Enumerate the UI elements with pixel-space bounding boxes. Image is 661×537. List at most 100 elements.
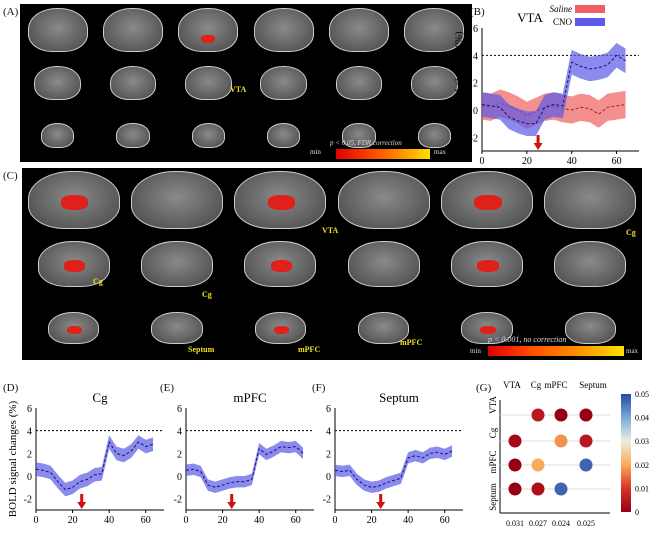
correlation-dot	[531, 408, 545, 422]
correlation-dot	[579, 408, 593, 422]
activation-blob	[66, 325, 83, 334]
brain-slice	[151, 311, 203, 345]
mean-line-cno	[481, 54, 626, 125]
roi-label-c: Septum	[188, 345, 215, 354]
roi-label-c: Cg	[202, 290, 212, 299]
y-tick-label: 0	[473, 106, 478, 117]
panel-label-c: (C)	[3, 170, 18, 182]
brain-slice	[404, 8, 465, 53]
roi-label-c: mPFC	[400, 338, 423, 347]
activation-blob	[480, 325, 496, 334]
x-tick-label: 40	[403, 515, 413, 526]
y-tick-label: 0	[27, 472, 32, 483]
brain-slice	[554, 241, 627, 287]
brain-slice	[417, 123, 452, 148]
injection-arrow-icon	[376, 494, 386, 509]
y-tick-label: 2	[27, 449, 32, 460]
y-tick-label: 2	[473, 79, 478, 90]
brain-slice	[342, 123, 376, 148]
mean-line-cno	[35, 440, 154, 491]
panel-label-e: (E)	[160, 382, 175, 394]
bottom-label: 0.024	[552, 519, 570, 528]
x-tick-label: 40	[567, 156, 577, 167]
x-tick-label: 40	[254, 515, 264, 526]
chart-title: Cg	[92, 390, 108, 405]
brain-slice	[329, 8, 389, 53]
bottom-label: 0.025	[577, 519, 595, 528]
correlation-dot	[531, 482, 545, 496]
brain-slice	[37, 241, 110, 287]
brain-slice	[260, 65, 308, 101]
panel-label-a: (A)	[3, 6, 19, 18]
panel-label-g: (G)	[476, 382, 492, 394]
roi-label-c: VTA	[322, 226, 339, 235]
panel-label-d: (D)	[3, 382, 19, 394]
injection-arrow-icon	[227, 494, 237, 509]
brain-slice	[34, 65, 82, 101]
row-label: mPFC	[488, 450, 498, 473]
brain-slice	[337, 171, 430, 229]
y-tick-label: 4	[326, 427, 331, 438]
error-band-cno	[36, 435, 154, 497]
activation-blob	[60, 195, 89, 210]
x-tick-label: 20	[522, 156, 532, 167]
error-band-cno	[186, 440, 304, 493]
x-tick-label: 60	[291, 515, 301, 526]
y-tick-label: 4	[473, 51, 478, 62]
brain-slice	[335, 65, 383, 101]
correlation-dot	[508, 458, 522, 472]
colorbar-tick: 0.05	[635, 390, 649, 399]
brain-slice	[47, 311, 100, 345]
x-tick-label: 0	[34, 515, 39, 526]
y-tick-label: -2	[470, 133, 478, 144]
row-label: Septum	[488, 483, 498, 511]
brain-slice	[266, 123, 301, 148]
colorbar-tick: 0.03	[635, 437, 649, 446]
legend-label-cno: CNO	[553, 17, 573, 27]
colorbar-c	[488, 346, 624, 356]
brain-slice	[347, 241, 420, 287]
y-tick-label: 4	[27, 427, 32, 438]
roi-label-c: Cg	[93, 277, 103, 286]
y-tick-label: -2	[323, 495, 331, 506]
x-tick-label: 20	[68, 515, 78, 526]
y-tick-label: 6	[326, 404, 331, 415]
brain-slice	[461, 311, 513, 345]
correlation-dot	[508, 434, 522, 448]
correlation-dot	[554, 434, 568, 448]
colorbar-g	[621, 394, 631, 512]
cbar-max-a: max	[434, 148, 447, 156]
brain-slice	[254, 311, 307, 345]
chart-title: mPFC	[233, 390, 266, 405]
brain-slice	[564, 311, 617, 345]
y-tick-label: 6	[177, 404, 182, 415]
y-tick-label: 6	[27, 404, 32, 415]
col-label: Septum	[579, 380, 607, 390]
correlation-dot	[554, 482, 568, 496]
roi-label-c: mPFC	[298, 345, 321, 354]
colorbar-tick: 0.01	[635, 484, 649, 493]
bottom-label: 0.031	[506, 519, 524, 528]
activation-blob	[201, 35, 216, 44]
brain-slice	[178, 8, 239, 53]
y-tick-label: 4	[177, 427, 182, 438]
col-label: Cg	[531, 380, 542, 390]
cbar-max-c: max	[626, 347, 639, 355]
row-label: VTA	[488, 396, 498, 414]
activation-blob	[63, 260, 86, 272]
chart-title: VTA	[517, 10, 543, 25]
activation-blob	[270, 260, 293, 272]
activation-blob	[474, 195, 502, 210]
error-band-cno	[482, 43, 626, 136]
brain-slice	[441, 171, 533, 229]
brain-slice	[184, 65, 232, 101]
legend-swatch-cno	[575, 18, 605, 26]
correlation-dot	[554, 408, 568, 422]
x-tick-label: 0	[184, 515, 189, 526]
panel-label-b: (B)	[470, 6, 485, 18]
brain-slice	[253, 8, 314, 53]
colorbar-tick: 0.04	[635, 414, 649, 423]
injection-arrow-icon	[533, 135, 543, 150]
brain-slice	[357, 311, 410, 345]
